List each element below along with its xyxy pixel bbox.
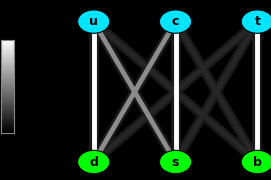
Circle shape [78,10,110,33]
Text: c: c [172,15,179,28]
Circle shape [241,150,271,174]
Text: b: b [253,156,262,168]
Circle shape [78,150,110,174]
Text: s: s [172,156,179,168]
Text: d: d [89,156,98,168]
Circle shape [159,150,192,174]
Text: u: u [89,15,98,28]
Circle shape [241,10,271,33]
Circle shape [159,10,192,33]
Text: t: t [254,15,260,28]
